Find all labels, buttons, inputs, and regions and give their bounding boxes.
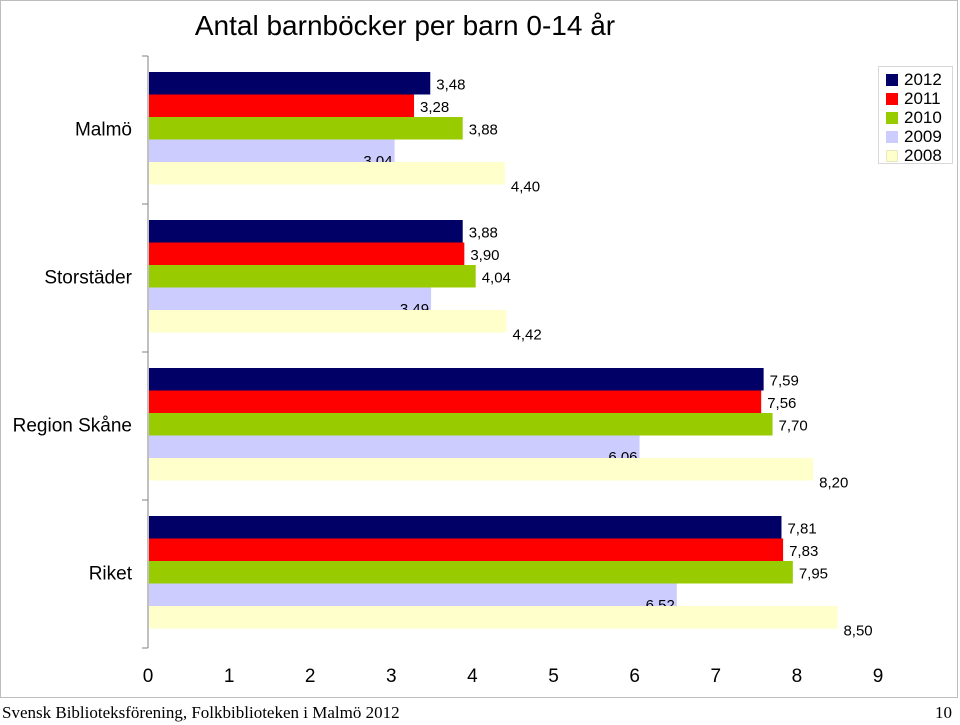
x-tick-label: 1 [224,666,235,687]
bar [149,139,395,162]
category-label: Riket [89,563,133,584]
data-label: 7,56 [767,395,796,412]
legend: 2012 2011 2010 2009 2008 [878,66,953,165]
data-label: 4,04 [482,269,511,286]
data-label: 4,40 [511,178,540,195]
data-label: 7,95 [799,565,828,582]
legend-item-2008: 2008 [879,146,952,165]
data-label: 3,88 [469,224,498,241]
data-label: 3,90 [470,247,499,264]
legend-label-2009: 2009 [904,126,942,146]
footer-source: Svensk Biblioteksförening, Folkbibliotek… [2,703,400,722]
x-tick-label: 2 [305,666,316,687]
data-label: 8,20 [819,474,848,491]
chart-title: Antal barnböcker per barn 0-14 år [194,10,616,41]
bar [149,435,640,458]
x-tick-label: 8 [792,666,803,687]
bar [149,162,505,185]
bar [149,606,838,629]
bar [149,117,463,140]
legend-swatch-2010 [886,111,898,124]
bar [149,242,465,265]
legend-item-2011: 2011 [879,89,952,108]
category-label: Malmö [75,119,132,140]
category-label: Region Skåne [13,415,132,436]
legend-swatch-2009 [886,130,898,143]
x-tick-label: 7 [710,666,721,687]
bar [149,538,784,561]
data-label: 7,81 [787,520,816,537]
data-label: 3,48 [436,76,465,93]
legend-label-2008: 2008 [904,145,942,165]
legend-label-2011: 2011 [904,88,941,108]
bar [149,220,463,243]
data-label: 8,50 [843,622,872,639]
legend-item-2010: 2010 [879,108,952,127]
bar [149,310,507,333]
bar [149,458,814,481]
bar [149,516,782,539]
bar [149,390,762,413]
bar [149,265,476,288]
legend-label-2012: 2012 [904,69,942,89]
page-number: 10 [935,703,952,722]
legend-swatch-2012 [886,73,898,86]
x-tick-label: 0 [143,666,154,687]
x-tick-label: 3 [386,666,397,687]
bar [149,287,432,310]
bar [149,72,431,95]
data-label: 7,59 [770,372,799,389]
data-label: 7,70 [779,417,808,434]
data-label: 7,83 [789,543,818,560]
x-tick-label: 5 [548,666,559,687]
bar [149,413,773,436]
bar [149,94,415,117]
legend-swatch-2008 [886,149,898,162]
bar [149,368,764,391]
bar [149,583,677,606]
legend-label-2010: 2010 [904,107,942,127]
x-tick-label: 9 [873,666,884,687]
data-label: 3,28 [420,99,449,116]
legend-swatch-2011 [886,92,898,105]
bar [149,561,793,584]
x-tick-label: 6 [629,666,640,687]
category-label: Storstäder [44,267,132,288]
legend-item-2009: 2009 [879,127,952,146]
x-tick-label: 4 [467,666,478,687]
bar-chart: Malmö3,483,283,883,044,40Storstäder3,883… [13,55,884,687]
data-label: 3,88 [469,121,498,138]
legend-item-2012: 2012 [879,70,952,89]
data-label: 4,42 [513,326,542,343]
